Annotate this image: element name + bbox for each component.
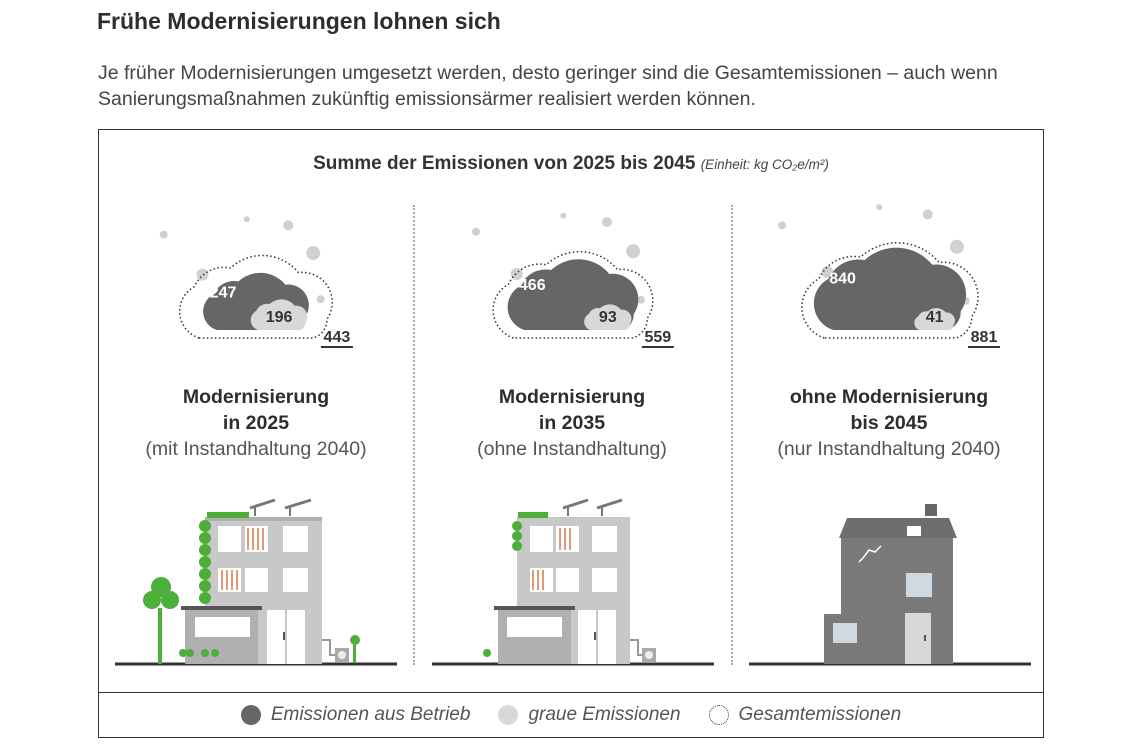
emission-clouds: 247 196 443 466 93 559 840 41 881: [159, 204, 1000, 348]
column-divider: [413, 205, 415, 665]
particle-dot: [821, 266, 834, 278]
scenario-line-1: ohne Modernisierung: [789, 386, 989, 408]
particle-dot: [316, 295, 325, 304]
total-value: 881: [971, 329, 998, 346]
particle-dot: [196, 268, 209, 281]
particle-dot: [636, 295, 645, 304]
modern-building-2035: [432, 498, 714, 666]
page-title: Frühe Modernisierungen lohnen sich: [97, 8, 501, 34]
scenario-line-3: (mit Instandhaltung 2040): [145, 438, 367, 460]
scenario-line-2: in 2025: [222, 412, 290, 434]
operation-value: 466: [519, 277, 546, 294]
legend-label: Gesamtemissionen: [738, 704, 902, 725]
particle-dot: [159, 230, 168, 239]
scenario-line-1: Modernisierung: [182, 386, 330, 408]
legend-label: Emissionen aus Betrieb: [270, 704, 471, 725]
scenario-label-1: Modernisierung in 2025 (mit Instandhaltu…: [101, 384, 411, 462]
scenario-line-3: (ohne Instandhaltung): [477, 438, 667, 460]
particle-dot: [601, 217, 612, 228]
legend: Emissionen aus Betrieb graue Emissionen …: [99, 692, 1043, 738]
legend-item-operation: Emissionen aus Betrieb: [240, 704, 471, 726]
operation-value: 247: [210, 285, 237, 302]
particle-dot: [471, 227, 480, 236]
grey-cloud: [914, 308, 955, 330]
light-circle-icon: [498, 705, 519, 725]
scenario-line-2: in 2035: [538, 412, 606, 434]
particle-dot: [922, 209, 933, 220]
particle-dot: [626, 244, 641, 259]
particle-dot: [306, 246, 321, 261]
particle-dot: [778, 221, 786, 230]
scenario-line-2: bis 2045: [850, 412, 928, 434]
legend-item-grey: graue Emissionen: [498, 704, 681, 726]
particle-dot: [560, 212, 567, 219]
particle-dot: [283, 220, 294, 231]
modern-building-2025: [115, 498, 397, 666]
grey-value: 196: [266, 309, 293, 326]
dark-circle-icon: [240, 705, 261, 725]
particle-dot: [243, 216, 250, 223]
grey-cloud: [584, 304, 632, 330]
particle-dot: [876, 204, 883, 211]
operation-value: 840: [829, 270, 856, 287]
page-subtitle: Je früher Modernisierungen umgesetzt wer…: [98, 62, 998, 110]
chart-unit: (Einheit: kg CO₂e/m²): [700, 157, 829, 172]
particle-dot: [949, 239, 964, 254]
total-cloud: [178, 254, 333, 339]
building-illustrations: [115, 498, 1031, 666]
grey-value: 93: [599, 309, 617, 326]
legend-label: graue Emissionen: [528, 704, 681, 725]
column-divider: [731, 205, 733, 665]
old-house: [749, 504, 1031, 666]
scenario-label-2: Modernisierung in 2035 (ohne Instandhalt…: [417, 384, 727, 462]
chart-title: Summe der Emissionen von 2025 bis 2045: [313, 153, 696, 174]
legend-separator: [99, 692, 1043, 693]
chart-frame: Summe der Emissionen von 2025 bis 2045 (…: [98, 129, 1044, 738]
grey-value: 41: [926, 309, 944, 326]
chart-heading: Summe der Emissionen von 2025 bis 2045 (…: [99, 153, 1043, 175]
grey-cloud: [250, 299, 308, 330]
scenario-label-3: ohne Modernisierung bis 2045 (nur Instan…: [734, 384, 1044, 462]
legend-item-total: Gesamtemissionen: [708, 704, 902, 726]
operation-cloud: [813, 247, 967, 330]
total-cloud: [801, 242, 979, 339]
total-cloud: [492, 250, 654, 339]
scenario-line-3: (nur Instandhaltung 2040): [777, 438, 1001, 460]
total-value: 443: [324, 329, 351, 346]
scenario-line-1: Modernisierung: [498, 386, 646, 408]
dotted-circle-icon: [708, 705, 729, 725]
total-value: 559: [644, 329, 671, 346]
